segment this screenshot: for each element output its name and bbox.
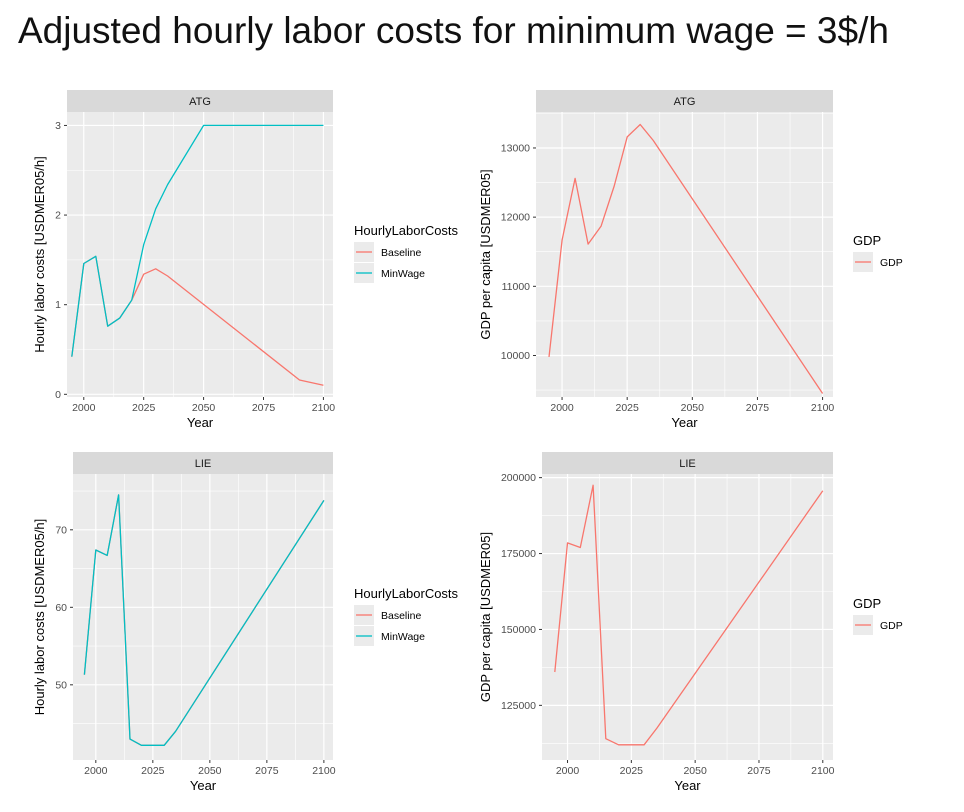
- y-tick-label: 10000: [501, 350, 530, 362]
- facet-strip-label: ATG: [674, 96, 696, 108]
- y-tick-label: 13000: [501, 142, 530, 154]
- plot-panel: [67, 112, 333, 397]
- x-tick-label: 2025: [616, 402, 640, 414]
- legend: GDP GDP: [853, 233, 903, 272]
- plot-panel: [73, 474, 333, 760]
- legend-entry-label: Baseline: [381, 610, 421, 622]
- facet-strip-label: LIE: [679, 458, 696, 470]
- y-tick-label: 125000: [501, 700, 536, 712]
- x-tick-label: 2100: [811, 402, 835, 414]
- x-tick-label: 2075: [747, 765, 771, 777]
- x-tick-label: 2050: [198, 765, 222, 777]
- legend: HourlyLaborCosts Baseline MinWage: [354, 223, 459, 283]
- facet-strip: [73, 452, 333, 474]
- legend-entry-label: GDP: [880, 257, 903, 269]
- x-tick-label: 2075: [255, 765, 279, 777]
- y-tick-label: 1: [55, 299, 61, 311]
- legend-entry-label: Baseline: [381, 247, 421, 259]
- legend-entry-label: MinWage: [381, 268, 425, 280]
- plot-panel: [542, 474, 833, 760]
- series-line-minwage: [83, 494, 325, 746]
- y-tick-label: 12000: [501, 212, 530, 224]
- x-tick-label: 2000: [84, 765, 108, 777]
- legend-title: GDP: [853, 596, 881, 611]
- x-tick-label: 2100: [811, 765, 835, 777]
- x-tick-label: 2025: [141, 765, 165, 777]
- x-tick-label: 2075: [746, 402, 770, 414]
- facet-strip-label: LIE: [195, 458, 212, 470]
- facet-strip-label: ATG: [189, 96, 211, 108]
- x-tick-label: 2050: [681, 402, 705, 414]
- x-tick-label: 2100: [312, 765, 336, 777]
- legend-entry-label: GDP: [880, 620, 903, 632]
- legend-title: GDP: [853, 233, 881, 248]
- x-tick-label: 2025: [132, 402, 156, 414]
- chart-panel-2: ATG 2000 2025 2050 2075 2100 10000 11000 12000 13…: [478, 90, 903, 430]
- facet-strip: [542, 452, 833, 474]
- y-axis-title: Hourly labor costs [USDMER05/h]: [32, 519, 47, 716]
- x-tick-label: 2050: [683, 765, 707, 777]
- chart-panel-1: ATG 2000 2025 2050 2075 2100 0 1 2 3 Year Hourly la…: [32, 90, 459, 430]
- x-axis-title: Year: [190, 778, 217, 793]
- x-axis-title: Year: [187, 415, 214, 430]
- y-tick-label: 0: [55, 389, 61, 401]
- y-tick-label: 3: [55, 120, 61, 132]
- y-tick-label: 150000: [501, 624, 536, 636]
- legend: HourlyLaborCosts Baseline MinWage: [354, 586, 459, 646]
- x-axis-title: Year: [671, 415, 698, 430]
- facet-strip: [536, 90, 833, 112]
- y-tick-label: 2: [55, 210, 61, 222]
- x-tick-label: 2000: [72, 402, 96, 414]
- chart-panel-4: LIE 2000 2025 2050 2075 2100 125000 150000 17500…: [478, 452, 903, 793]
- x-tick-label: 2025: [620, 765, 644, 777]
- y-axis-title: GDP per capita [USDMER05]: [478, 169, 493, 339]
- chart-panel-3: LIE 2000 2025 2050 2075 2100 50 60 70 Year Hourly …: [32, 452, 459, 793]
- legend-title: HourlyLaborCosts: [354, 586, 459, 601]
- y-axis-title: Hourly labor costs [USDMER05/h]: [32, 156, 47, 353]
- legend-entry-label: MinWage: [381, 631, 425, 643]
- x-tick-label: 2000: [550, 402, 574, 414]
- series-line-gdp: [548, 123, 824, 394]
- y-tick-label: 50: [55, 679, 67, 691]
- series-line-minwage: [71, 124, 324, 357]
- x-tick-label: 2050: [192, 402, 216, 414]
- legend: GDP GDP: [853, 596, 903, 635]
- y-tick-label: 60: [55, 602, 67, 614]
- x-tick-label: 2000: [556, 765, 580, 777]
- y-tick-label: 70: [55, 524, 67, 536]
- facet-strip: [67, 90, 333, 112]
- series-line-gdp: [554, 484, 824, 746]
- plot-panel: [536, 112, 833, 397]
- y-axis-title: GDP per capita [USDMER05]: [478, 532, 493, 702]
- x-axis-title: Year: [674, 778, 701, 793]
- y-tick-label: 175000: [501, 548, 536, 560]
- y-tick-label: 11000: [502, 281, 531, 293]
- y-tick-label: 200000: [501, 472, 536, 484]
- x-tick-label: 2075: [252, 402, 276, 414]
- legend-title: HourlyLaborCosts: [354, 223, 459, 238]
- x-tick-label: 2100: [312, 402, 336, 414]
- page-title: Adjusted hourly labor costs for minimum …: [18, 10, 889, 51]
